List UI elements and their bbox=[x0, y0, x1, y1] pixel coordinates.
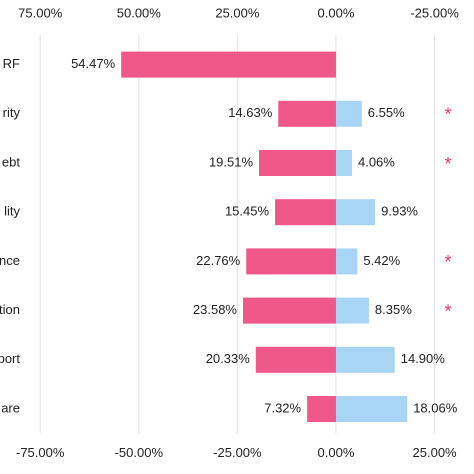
x2-tick-label: -25.00% bbox=[410, 5, 459, 20]
annotation: * bbox=[444, 252, 451, 272]
bar bbox=[335, 199, 376, 226]
x-tick-label: -25.00% bbox=[213, 445, 262, 460]
x2-tick-label: 0.00% bbox=[318, 5, 355, 20]
category-label: RF bbox=[3, 56, 20, 71]
bar bbox=[242, 297, 336, 324]
x2-tick-label: 50.00% bbox=[117, 5, 162, 20]
bar bbox=[335, 100, 362, 127]
x2-tick-label: 75.00% bbox=[18, 5, 63, 20]
bar bbox=[275, 199, 336, 226]
bar bbox=[335, 396, 408, 422]
value-label: 54.47% bbox=[71, 56, 116, 71]
value-label: 23.58% bbox=[193, 302, 238, 317]
value-label: 22.76% bbox=[196, 253, 241, 268]
category-label: lity bbox=[4, 204, 20, 219]
value-label: 14.90% bbox=[401, 351, 446, 366]
bar bbox=[259, 150, 336, 176]
x-tick-label: 0.00% bbox=[318, 445, 355, 460]
category-label: are bbox=[1, 400, 20, 415]
value-label: 19.51% bbox=[209, 154, 254, 169]
category-label: tion bbox=[0, 302, 20, 317]
value-label: 18.06% bbox=[413, 400, 458, 415]
category-label: ebt bbox=[2, 154, 20, 169]
bar bbox=[121, 51, 336, 78]
bar bbox=[307, 396, 336, 422]
x2-tick-label: 25.00% bbox=[215, 5, 260, 20]
x-tick-label: -50.00% bbox=[115, 445, 164, 460]
x-tick-label: -75.00% bbox=[16, 445, 65, 460]
annotation: * bbox=[444, 154, 451, 174]
annotation: * bbox=[444, 105, 451, 125]
value-label: 6.55% bbox=[368, 105, 405, 120]
value-label: 14.63% bbox=[228, 105, 273, 120]
category-label: rity bbox=[3, 105, 21, 120]
category-label: port bbox=[0, 351, 20, 366]
value-label: 8.35% bbox=[375, 302, 412, 317]
bar bbox=[335, 346, 395, 373]
bar bbox=[335, 248, 358, 275]
bar bbox=[335, 297, 369, 324]
category-label: nce bbox=[0, 253, 20, 268]
value-label: 5.42% bbox=[363, 253, 400, 268]
bar bbox=[246, 248, 336, 275]
value-label: 20.33% bbox=[206, 351, 251, 366]
bar bbox=[255, 346, 336, 373]
value-label: 9.93% bbox=[381, 204, 418, 219]
value-label: 15.45% bbox=[225, 204, 270, 219]
annotation: * bbox=[444, 301, 451, 321]
x-tick-label: 25.00% bbox=[413, 445, 458, 460]
value-label: 4.06% bbox=[358, 154, 395, 169]
bar bbox=[335, 150, 352, 176]
value-label: 7.32% bbox=[264, 400, 301, 415]
bar bbox=[278, 100, 336, 127]
